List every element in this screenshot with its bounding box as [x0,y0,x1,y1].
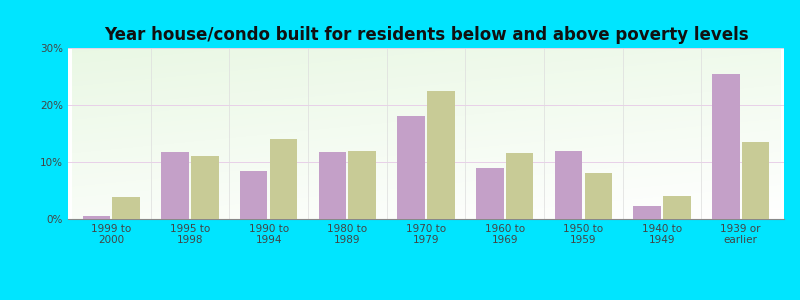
Bar [634,206,661,219]
Bar [113,197,140,219]
Bar [82,216,110,219]
Bar [742,142,770,219]
Bar [349,151,376,219]
Title: Year house/condo built for residents below and above poverty levels: Year house/condo built for residents bel… [104,26,748,44]
Bar [663,196,690,219]
Bar [162,152,189,219]
Bar [270,139,298,219]
Bar [506,153,534,219]
Bar [398,116,425,219]
Bar [585,173,612,219]
Bar [554,151,582,219]
Bar [191,156,218,219]
Bar [712,74,739,219]
Bar [318,152,346,219]
Bar [240,170,267,219]
Bar [427,91,454,219]
Bar [476,168,503,219]
